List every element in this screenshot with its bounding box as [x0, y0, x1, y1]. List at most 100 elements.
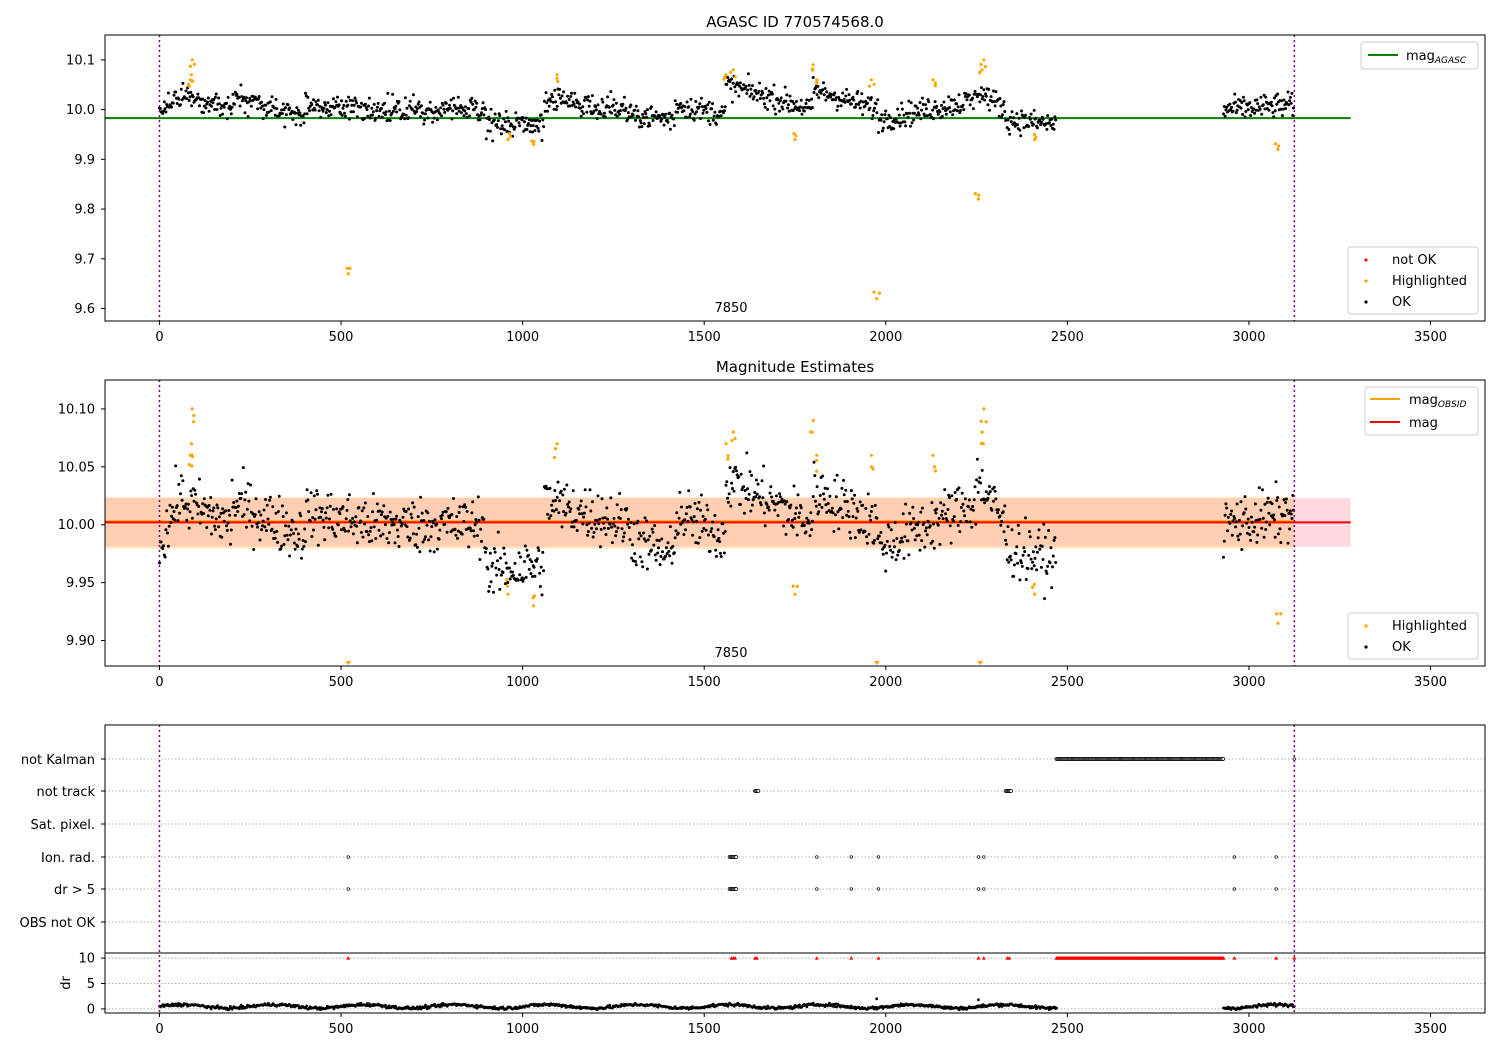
ok-point: [216, 506, 220, 510]
ok-point: [415, 532, 419, 536]
ok-point: [431, 521, 435, 525]
ok-point: [1272, 513, 1276, 517]
ok-point: [399, 524, 403, 528]
ok-point: [582, 112, 586, 116]
flag-point: [1274, 887, 1278, 891]
ok-point: [282, 108, 286, 112]
ok-point: [1008, 132, 1012, 136]
ok-point: [1245, 531, 1249, 535]
ok-point: [560, 525, 564, 529]
ok-point: [938, 542, 942, 546]
ok-point: [782, 499, 786, 503]
ok-point: [885, 551, 888, 555]
ok-point: [610, 525, 614, 529]
x-tick-label: 2500: [1051, 330, 1084, 345]
ok-point: [467, 545, 471, 549]
ok-point: [746, 88, 750, 92]
ok-point: [1010, 528, 1014, 532]
ok-point: [528, 130, 532, 134]
ok-point: [476, 534, 479, 538]
ok-point: [912, 111, 916, 115]
ok-point: [588, 99, 592, 103]
ok-point: [188, 510, 192, 514]
ok-point: [161, 547, 165, 550]
ok-point: [633, 552, 637, 556]
ok-point: [1283, 514, 1287, 518]
ok-point: [657, 539, 661, 543]
ok-point: [571, 489, 575, 493]
highlighted-point: [189, 73, 193, 77]
ok-point: [1255, 98, 1259, 102]
y-tick-label: 9.9: [74, 153, 95, 168]
ok-point: [1271, 111, 1275, 115]
ok-point: [914, 104, 918, 108]
highlighted-point: [1276, 147, 1280, 151]
ok-point: [1259, 95, 1263, 99]
ok-point: [989, 95, 993, 99]
ok-point: [535, 557, 539, 561]
ok-point: [692, 515, 696, 519]
ok-point: [365, 108, 369, 112]
highlighted-point: [190, 407, 194, 411]
ok-point: [642, 122, 646, 126]
ok-point: [920, 108, 924, 112]
ok-point: [411, 93, 415, 97]
ok-point: [988, 485, 991, 488]
ok-point: [1248, 101, 1252, 105]
ok-point: [869, 518, 873, 522]
ok-point: [471, 500, 475, 504]
ok-point: [875, 516, 879, 520]
ok-point: [927, 520, 931, 524]
ok-point: [332, 97, 335, 101]
ok-point: [1234, 520, 1238, 524]
ok-point: [186, 502, 190, 506]
ok-point: [804, 530, 808, 534]
ok-point: [349, 110, 353, 114]
ok-point: [477, 518, 481, 522]
dr-point: [440, 1004, 444, 1008]
ok-point: [288, 554, 292, 558]
ok-point: [352, 520, 356, 524]
ok-point: [712, 114, 716, 118]
ok-point: [1235, 502, 1239, 506]
ok-point: [556, 480, 560, 484]
ok-point: [1020, 564, 1024, 568]
ok-point: [679, 102, 683, 105]
x-tick-label: 3000: [1232, 675, 1265, 690]
ok-point: [869, 96, 873, 100]
ok-point: [629, 521, 633, 524]
ok-point: [945, 519, 949, 523]
ok-point: [963, 497, 967, 501]
ok-point: [777, 500, 781, 504]
ok-point: [191, 95, 195, 99]
ok-point: [992, 89, 995, 93]
ok-point: [978, 476, 982, 480]
ok-point: [174, 464, 178, 468]
ok-point: [198, 477, 201, 481]
ok-point: [988, 490, 992, 494]
ok-point: [405, 106, 409, 110]
ok-point: [535, 559, 538, 563]
ok-point: [1015, 112, 1019, 116]
ok-point: [942, 503, 946, 507]
ok-point: [1031, 560, 1035, 564]
ok-point: [707, 119, 710, 123]
ok-point: [1261, 516, 1265, 520]
ok-point: [1012, 116, 1016, 120]
ok-point: [600, 497, 604, 501]
ok-point: [816, 84, 820, 88]
y-tick-label: 10.1: [66, 53, 95, 68]
ok-point: [404, 113, 408, 117]
ok-point: [578, 504, 582, 508]
ok-point: [168, 503, 172, 507]
dr-capped-marker: [733, 956, 738, 960]
flag-label: not Kalman: [21, 753, 95, 768]
ok-point: [329, 492, 333, 496]
ok-point: [212, 98, 216, 101]
ok-point: [516, 116, 520, 120]
ok-point: [1236, 534, 1240, 538]
ok-point: [1241, 524, 1245, 528]
ok-point: [717, 114, 721, 118]
ok-point: [858, 500, 862, 504]
ok-point: [763, 105, 767, 109]
